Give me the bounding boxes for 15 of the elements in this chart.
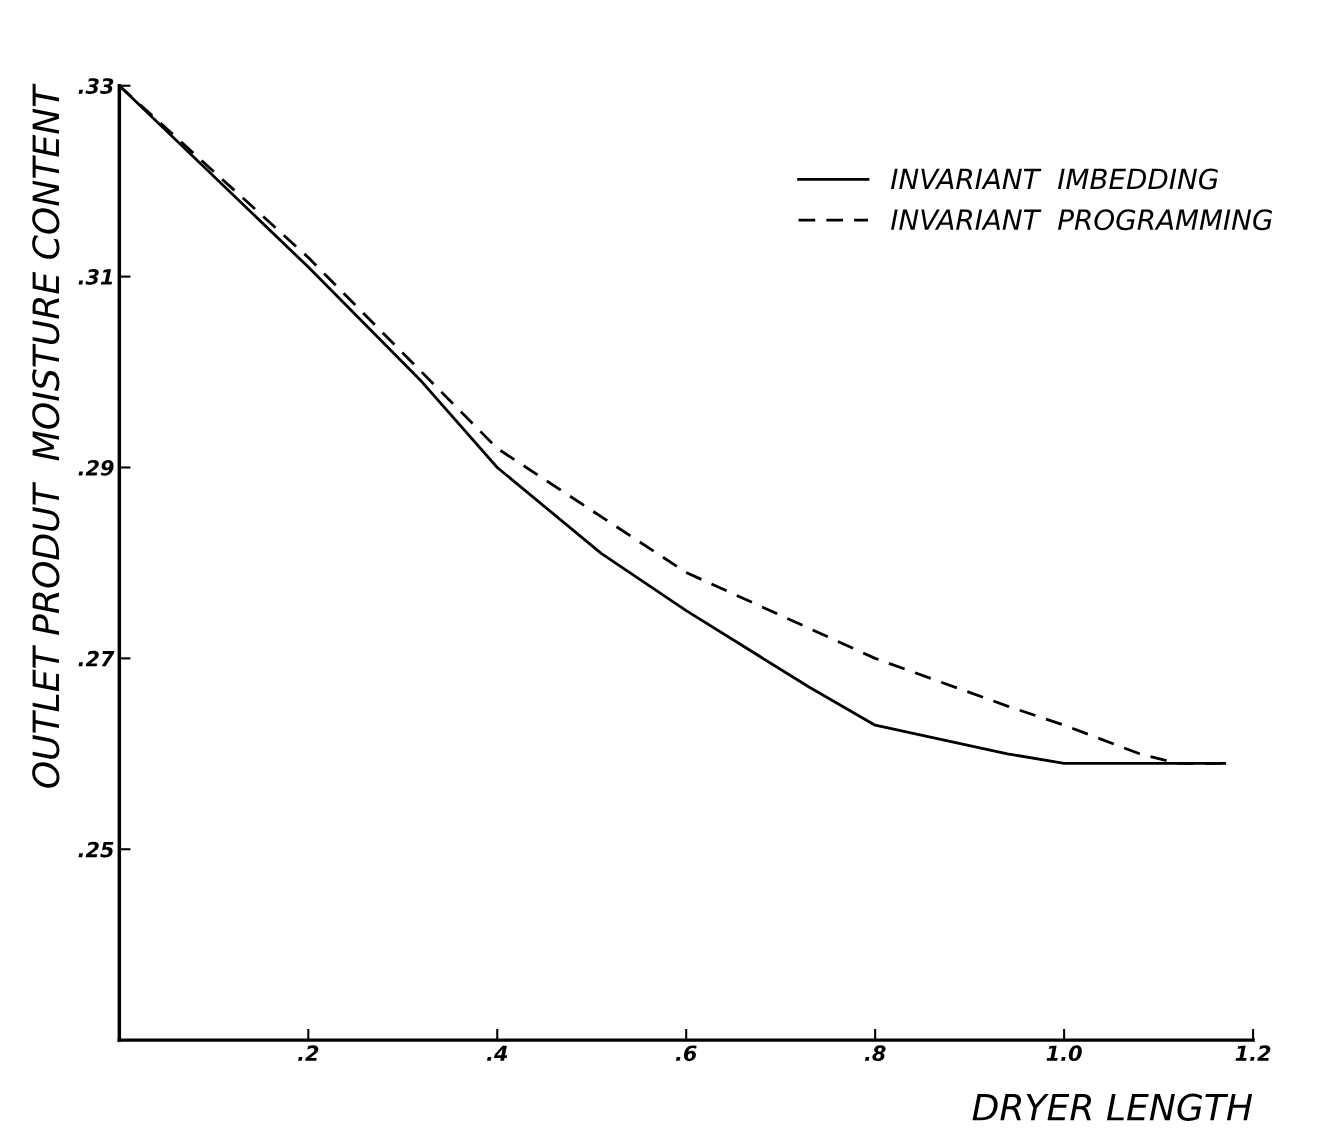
y-tick-label: .31 bbox=[78, 269, 113, 285]
y-tick-label: .29 bbox=[78, 459, 114, 476]
y-axis-title: OUTLET PRODUT MOISTURE CONTENT bbox=[32, 83, 60, 788]
x-tick-label: 1.2 bbox=[1235, 1045, 1271, 1061]
x-tick-label: .6 bbox=[675, 1045, 697, 1062]
y-tick-label: .25 bbox=[78, 841, 114, 858]
x-tick-label: .8 bbox=[864, 1045, 886, 1062]
legend-label: INVARIANT PROGRAMMING bbox=[890, 209, 1273, 231]
x-tick-label: 1.0 bbox=[1046, 1045, 1082, 1062]
y-tick-label: .33 bbox=[78, 78, 114, 94]
legend-label: INVARIANT IMBEDDING bbox=[890, 168, 1218, 190]
x-tick-label: .4 bbox=[487, 1045, 508, 1061]
x-tick-label: .2 bbox=[298, 1045, 319, 1061]
y-tick-label: .27 bbox=[78, 650, 115, 667]
x-axis-title: DRYER LENGTH bbox=[972, 1093, 1253, 1121]
